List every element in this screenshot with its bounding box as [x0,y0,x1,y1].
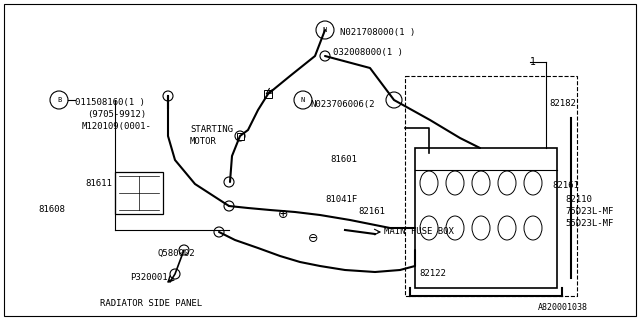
Text: STARTING: STARTING [190,125,233,134]
Circle shape [235,131,245,141]
Text: 81601: 81601 [330,156,357,164]
Text: N: N [323,27,327,33]
Text: 82161: 82161 [552,181,579,190]
Text: N023706006(2: N023706006(2 [310,100,374,108]
Text: P320001: P320001 [130,274,168,283]
Text: 81608: 81608 [38,205,65,214]
Circle shape [224,177,234,187]
Ellipse shape [446,171,464,195]
Text: 81041F: 81041F [325,196,357,204]
Text: 1: 1 [530,57,536,67]
Ellipse shape [524,216,542,240]
Text: MAIN FUSE BOX: MAIN FUSE BOX [384,227,454,236]
Circle shape [170,269,180,279]
Text: A820001038: A820001038 [538,303,588,313]
Ellipse shape [472,171,490,195]
Circle shape [179,245,189,255]
Ellipse shape [420,216,438,240]
Text: M120109(0001-: M120109(0001- [82,122,152,131]
Text: B: B [57,97,61,103]
Circle shape [386,92,402,108]
Circle shape [224,201,234,211]
Bar [405,76,577,296]
Text: (9705-9912): (9705-9912) [87,109,146,118]
Ellipse shape [472,216,490,240]
Text: Q580002: Q580002 [158,249,196,258]
Ellipse shape [446,216,464,240]
Circle shape [214,227,224,237]
Bar [415,148,557,288]
Text: 011508160(1 ): 011508160(1 ) [75,98,145,107]
Text: N021708000(1 ): N021708000(1 ) [340,28,415,36]
Text: ⊕: ⊕ [278,207,288,220]
Text: 82161: 82161 [358,207,385,217]
Text: ⊖: ⊖ [308,231,318,244]
Ellipse shape [498,216,516,240]
Text: 82110: 82110 [565,196,592,204]
Circle shape [320,51,330,61]
Text: 55D23L-MF: 55D23L-MF [565,220,613,228]
Circle shape [50,91,68,109]
Text: RADIATOR SIDE PANEL: RADIATOR SIDE PANEL [100,300,202,308]
Bar [115,172,163,214]
Circle shape [316,21,334,39]
Ellipse shape [524,171,542,195]
Text: 81611: 81611 [85,180,112,188]
Circle shape [163,91,173,101]
Text: 75D23L-MF: 75D23L-MF [565,207,613,217]
Text: 82182: 82182 [549,100,576,108]
Bar [264,90,272,98]
Text: 032008000(1 ): 032008000(1 ) [333,47,403,57]
Circle shape [294,91,312,109]
Ellipse shape [498,171,516,195]
Ellipse shape [420,171,438,195]
Bar [237,132,243,140]
Text: MOTOR: MOTOR [190,138,217,147]
Text: N: N [301,97,305,103]
Text: 82122: 82122 [419,268,446,277]
